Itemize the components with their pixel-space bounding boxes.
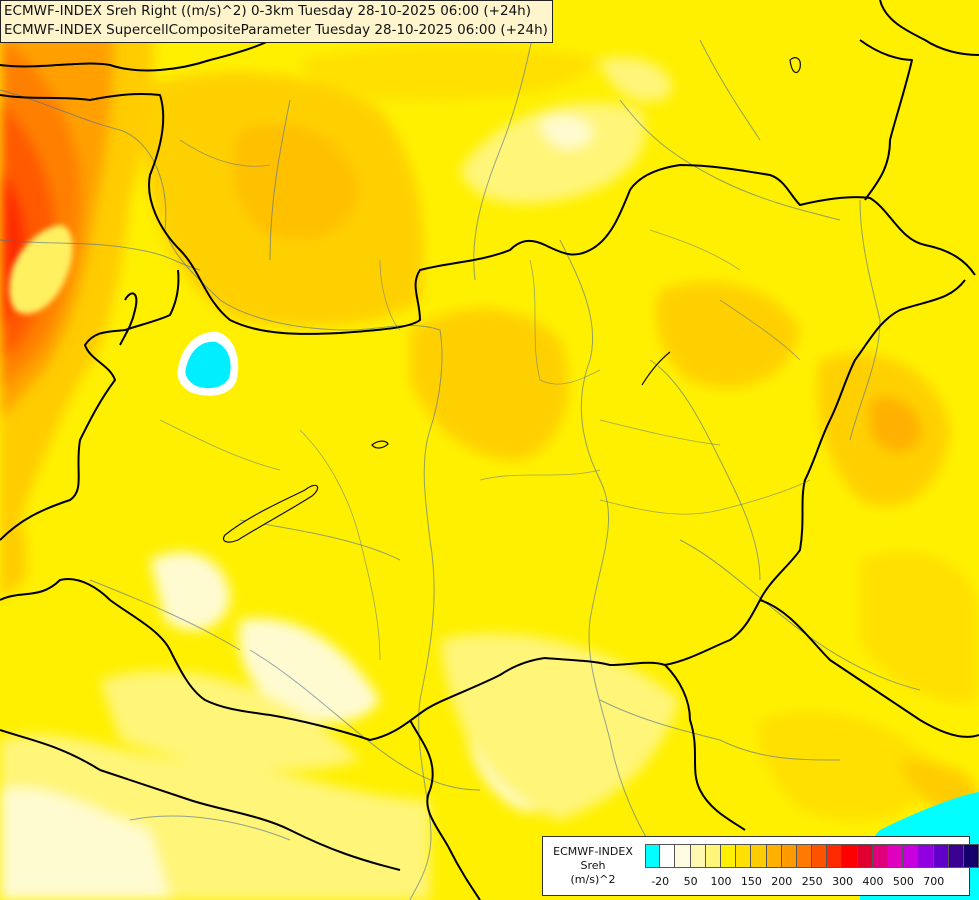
legend-tick-label: 200 bbox=[771, 875, 793, 888]
regional-borders bbox=[159, 139, 811, 661]
legend-swatch bbox=[888, 845, 904, 867]
legend-unit: (m/s)^2 bbox=[570, 873, 616, 886]
legend-swatch bbox=[720, 845, 737, 867]
legend-tick-label: 500 bbox=[892, 875, 914, 888]
legend-tick-label: 700 bbox=[923, 875, 945, 888]
legend-swatch bbox=[660, 845, 676, 867]
field-peak bbox=[9, 225, 73, 314]
legend-swatch bbox=[645, 845, 661, 867]
legend-swatch bbox=[766, 845, 782, 867]
legend-swatch bbox=[675, 845, 691, 867]
legend-swatch bbox=[857, 845, 873, 867]
legend-tick-label: 250 bbox=[801, 875, 823, 888]
color-legend: ECMWF-INDEX Sreh (m/s)^2 -20 50 100 150 200 2… bbox=[542, 836, 979, 896]
legend-tick-label: 150 bbox=[740, 875, 762, 888]
legend-tick-label: 100 bbox=[710, 875, 732, 888]
legend-swatch bbox=[781, 845, 797, 867]
legend-swatch bbox=[690, 845, 706, 867]
legend-swatch bbox=[796, 845, 813, 867]
legend-model: ECMWF-INDEX bbox=[553, 845, 633, 858]
legend-swatches bbox=[645, 844, 979, 868]
legend-tick-label: -20 bbox=[651, 875, 670, 888]
legend-swatch bbox=[812, 845, 828, 867]
legend-title: ECMWF-INDEX Sreh (m/s)^2 bbox=[545, 845, 641, 887]
legend-swatch bbox=[918, 845, 934, 867]
legend-swatch bbox=[963, 845, 979, 867]
legend-swatch bbox=[842, 845, 858, 867]
legend-tick-label: 300 bbox=[832, 875, 854, 888]
legend-swatch bbox=[933, 845, 949, 867]
legend-swatch bbox=[736, 845, 752, 867]
legend-swatch bbox=[705, 845, 721, 867]
legend-field: Sreh bbox=[580, 859, 606, 872]
rivers bbox=[0, 0, 921, 900]
legend-swatch bbox=[751, 845, 767, 867]
legend-swatch bbox=[903, 845, 919, 867]
legend-tick-label: 50 bbox=[683, 875, 698, 888]
lakes bbox=[222, 57, 801, 543]
title-line-scp: ECMWF-INDEX SupercellCompositeParameter … bbox=[4, 22, 548, 38]
legend-tick-label: 400 bbox=[862, 875, 884, 888]
map-title-box: ECMWF-INDEX Sreh Right ((m/s)^2) 0-3km T… bbox=[0, 0, 553, 43]
legend-swatch bbox=[948, 845, 964, 867]
title-line-sreh: ECMWF-INDEX Sreh Right ((m/s)^2) 0-3km T… bbox=[4, 3, 531, 19]
legend-swatch bbox=[827, 845, 843, 867]
legend-swatch bbox=[872, 845, 888, 867]
